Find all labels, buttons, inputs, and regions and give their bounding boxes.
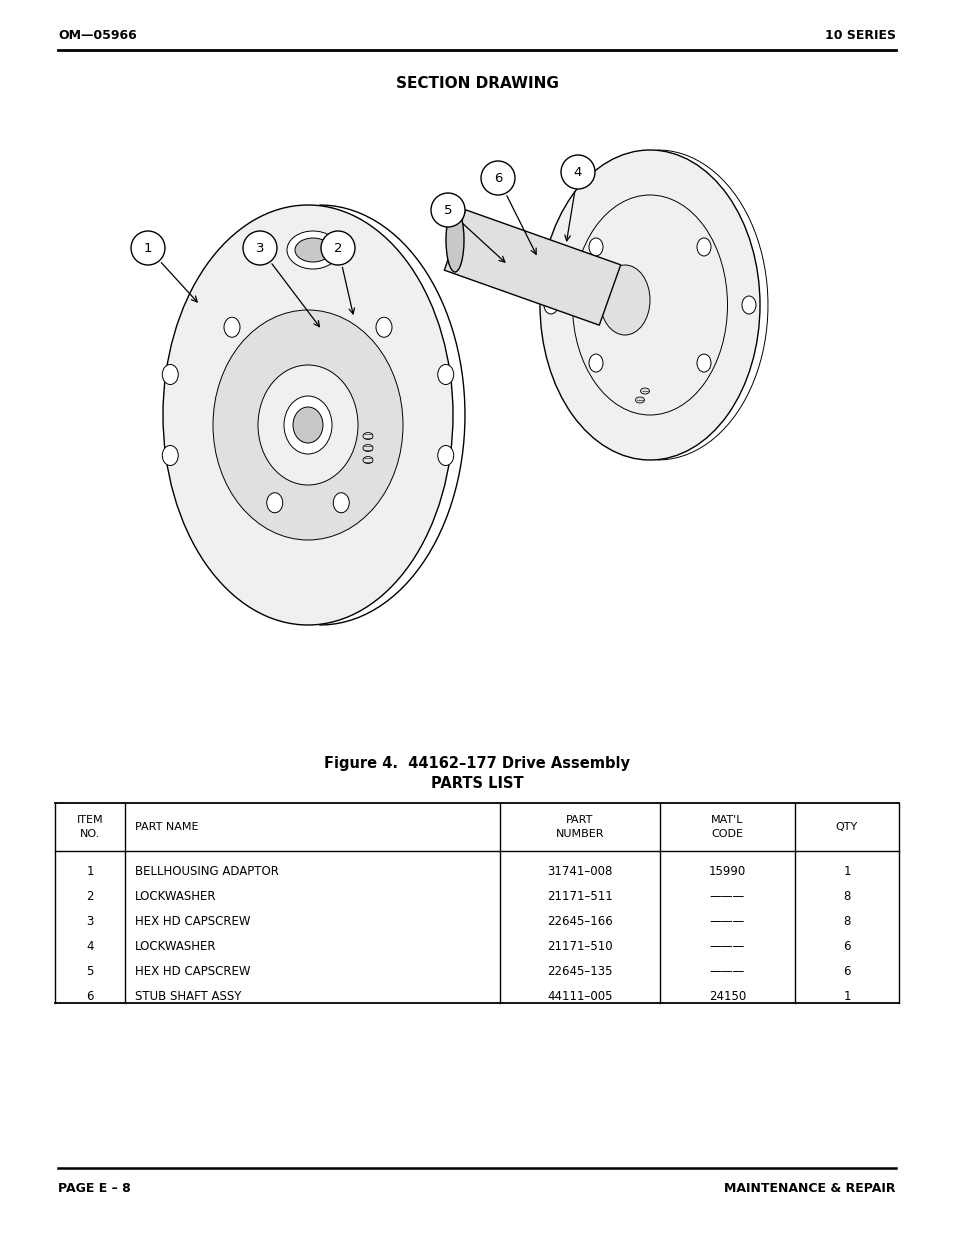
Text: PART: PART [566, 815, 593, 825]
Ellipse shape [224, 317, 240, 337]
Text: HEX HD CAPSCREW: HEX HD CAPSCREW [135, 965, 251, 978]
Text: 3: 3 [86, 915, 93, 927]
Ellipse shape [599, 266, 649, 335]
Text: PARTS LIST: PARTS LIST [430, 776, 523, 790]
Ellipse shape [363, 432, 373, 440]
Text: 15990: 15990 [708, 864, 745, 878]
Text: Figure 4.  44162–177 Drive Assembly: Figure 4. 44162–177 Drive Assembly [324, 756, 629, 771]
Text: MAT'L: MAT'L [711, 815, 743, 825]
Text: PAGE E – 8: PAGE E – 8 [58, 1182, 131, 1194]
Ellipse shape [267, 493, 282, 513]
Text: OM—05966: OM—05966 [58, 28, 136, 42]
Text: PART NAME: PART NAME [135, 823, 198, 832]
Text: 2: 2 [86, 890, 93, 903]
Text: CODE: CODE [711, 829, 742, 839]
Text: 3: 3 [255, 242, 264, 254]
Text: 4: 4 [86, 940, 93, 953]
Text: 8: 8 [842, 915, 850, 927]
Ellipse shape [293, 408, 323, 443]
Text: 6: 6 [494, 172, 501, 184]
Text: ———: ——— [709, 915, 744, 927]
Text: 22645–166: 22645–166 [547, 915, 612, 927]
Text: 44111–005: 44111–005 [547, 990, 612, 1003]
Text: ———: ——— [709, 940, 744, 953]
Circle shape [320, 231, 355, 266]
Text: ———: ——— [709, 890, 744, 903]
Text: 1: 1 [144, 242, 152, 254]
Ellipse shape [363, 445, 373, 452]
Text: STUB SHAFT ASSY: STUB SHAFT ASSY [135, 990, 241, 1003]
Text: LOCKWASHER: LOCKWASHER [135, 890, 216, 903]
Polygon shape [444, 210, 620, 325]
Circle shape [131, 231, 165, 266]
Text: NUMBER: NUMBER [556, 829, 603, 839]
Ellipse shape [543, 296, 558, 314]
Ellipse shape [639, 388, 649, 394]
Ellipse shape [287, 231, 338, 269]
Text: HEX HD CAPSCREW: HEX HD CAPSCREW [135, 915, 251, 927]
Text: 5: 5 [86, 965, 93, 978]
Text: 6: 6 [86, 990, 93, 1003]
Circle shape [243, 231, 276, 266]
Text: 24150: 24150 [708, 990, 745, 1003]
Text: LOCKWASHER: LOCKWASHER [135, 940, 216, 953]
Text: 8: 8 [842, 890, 850, 903]
Text: 6: 6 [842, 965, 850, 978]
Text: QTY: QTY [835, 823, 858, 832]
Text: 6: 6 [842, 940, 850, 953]
Ellipse shape [213, 310, 402, 540]
Ellipse shape [284, 396, 332, 454]
Ellipse shape [257, 366, 357, 485]
Ellipse shape [572, 195, 727, 415]
Ellipse shape [162, 364, 178, 384]
Text: 22645–135: 22645–135 [547, 965, 612, 978]
Text: 10 SERIES: 10 SERIES [824, 28, 895, 42]
Ellipse shape [697, 354, 710, 372]
Ellipse shape [588, 238, 602, 256]
Ellipse shape [697, 238, 710, 256]
Ellipse shape [437, 446, 454, 466]
Text: 2: 2 [334, 242, 342, 254]
Ellipse shape [163, 205, 453, 625]
Text: 1: 1 [842, 864, 850, 878]
Ellipse shape [437, 364, 454, 384]
Ellipse shape [741, 296, 755, 314]
Text: ITEM: ITEM [76, 815, 103, 825]
Ellipse shape [333, 493, 349, 513]
Circle shape [480, 161, 515, 195]
Ellipse shape [539, 149, 760, 459]
Circle shape [431, 193, 464, 227]
Ellipse shape [446, 207, 463, 272]
Text: 1: 1 [86, 864, 93, 878]
Ellipse shape [294, 238, 331, 262]
Text: 31741–008: 31741–008 [547, 864, 612, 878]
Text: MAINTENANCE & REPAIR: MAINTENANCE & REPAIR [723, 1182, 895, 1194]
Ellipse shape [635, 396, 644, 403]
Text: NO.: NO. [80, 829, 100, 839]
Text: 21171–511: 21171–511 [547, 890, 612, 903]
Text: 21171–510: 21171–510 [547, 940, 612, 953]
Text: BELLHOUSING ADAPTOR: BELLHOUSING ADAPTOR [135, 864, 278, 878]
Ellipse shape [375, 317, 392, 337]
Ellipse shape [162, 446, 178, 466]
Text: SECTION DRAWING: SECTION DRAWING [395, 75, 558, 90]
Text: 5: 5 [443, 204, 452, 216]
Text: 4: 4 [573, 165, 581, 179]
Ellipse shape [588, 354, 602, 372]
Text: ———: ——— [709, 965, 744, 978]
Text: 1: 1 [842, 990, 850, 1003]
Circle shape [560, 156, 595, 189]
Ellipse shape [363, 457, 373, 463]
